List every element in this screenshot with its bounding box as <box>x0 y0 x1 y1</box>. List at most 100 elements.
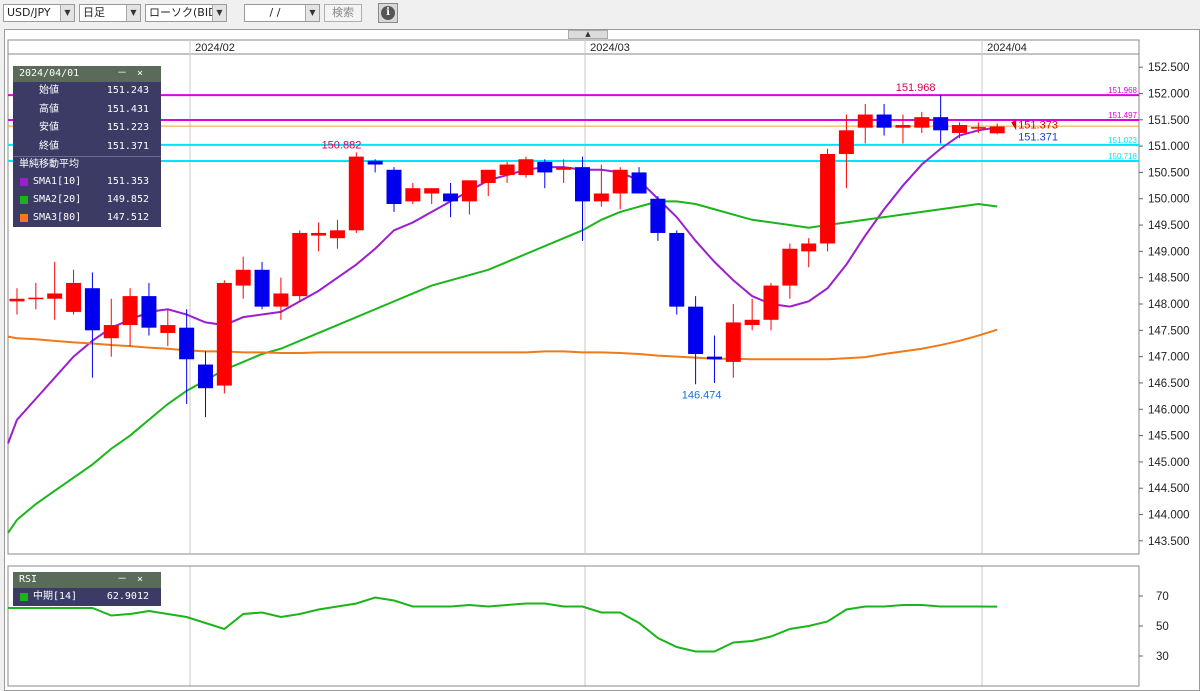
candle-body <box>84 288 100 331</box>
candle-body <box>537 161 553 173</box>
chevron-up-icon: ▲ <box>585 30 591 38</box>
rsi-row: 中期[14] 62.9012 <box>13 588 161 606</box>
currency-pair-select[interactable]: USD/JPY ▼ <box>3 4 75 22</box>
info-button[interactable]: i <box>378 3 398 23</box>
price-level-label: 150.718 <box>1108 152 1137 161</box>
sma-row-1: SMA1[10] 151.353 <box>13 173 161 191</box>
last-price-red-label: 151.373 <box>1018 119 1058 131</box>
sma-value: 147.512 <box>106 212 149 223</box>
ohlc-panel-header[interactable]: 2024/04/01 －× <box>13 66 161 82</box>
candle-body <box>311 232 327 236</box>
collapse-toggle[interactable]: ▲ <box>568 30 608 39</box>
candle-body <box>744 319 760 326</box>
candle-body <box>179 327 195 360</box>
candle-body <box>970 127 986 129</box>
rsi-y-tick-label: 50 <box>1156 621 1169 633</box>
candle-body <box>820 154 836 244</box>
candle-body <box>575 167 590 202</box>
ohlc-row-open: 始値 151.243 <box>13 82 161 101</box>
date-input[interactable]: / / ▼ <box>244 4 320 22</box>
rsi-value: 62.9012 <box>106 591 149 602</box>
rsi-plot-border <box>7 565 1140 687</box>
y-tick-label: 143.500 <box>1148 536 1190 548</box>
ohlc-value: 151.243 <box>106 85 149 96</box>
candle-body <box>424 188 440 194</box>
chevron-down-icon[interactable]: ▼ <box>126 5 140 21</box>
last-price-marker <box>1011 119 1017 131</box>
ohlc-label: 安値 <box>39 122 59 133</box>
price-level-label: 151.497 <box>1108 111 1137 120</box>
candle-body <box>216 282 232 386</box>
minimize-icon[interactable]: － <box>116 68 137 79</box>
sma-line <box>7 335 18 340</box>
ohlc-label: 始値 <box>39 85 59 96</box>
candle-body <box>499 164 515 176</box>
chevron-down-icon[interactable]: ▼ <box>212 5 226 21</box>
toolbar: USD/JPY ▼ 日足 ▼ ローソク(BID) ▼ / / ▼ 検索 i <box>0 0 1200 28</box>
candle-body <box>556 167 572 170</box>
candle-body <box>273 293 289 307</box>
timeframe-select[interactable]: 日足 ▼ <box>79 4 141 22</box>
ohlc-value: 151.223 <box>106 122 149 133</box>
sma-label: SMA1[10] <box>33 176 82 187</box>
y-tick-label: 147.000 <box>1148 352 1190 364</box>
ohlc-label: 高値 <box>39 103 59 115</box>
x-tick-label: 2024/03 <box>590 42 630 54</box>
candle-body <box>876 114 892 128</box>
chart-kind-value: ローソク(BID) <box>149 6 221 19</box>
candle-body <box>443 193 459 202</box>
candle-body <box>28 297 44 300</box>
ohlc-label: 終値 <box>39 140 59 152</box>
ohlc-value: 151.371 <box>106 140 149 152</box>
ohlc-panel[interactable]: 2024/04/01 －× 始値 151.243 高値 151.431 安値 151.… <box>13 66 161 227</box>
sma-row-2: SMA2[20] 149.852 <box>13 191 161 209</box>
close-icon[interactable]: × <box>136 68 153 79</box>
rsi-y-tick-label: 70 <box>1156 591 1169 603</box>
y-tick-label: 152.500 <box>1148 62 1190 74</box>
timeframe-value: 日足 <box>83 6 105 19</box>
candle-body <box>763 285 779 320</box>
sma1-swatch <box>20 178 28 186</box>
rsi-line <box>8 596 998 653</box>
y-tick-label: 147.500 <box>1148 325 1190 337</box>
sma-row-3: SMA3[80] 147.512 <box>13 209 161 227</box>
rsi-title: RSI <box>19 574 38 585</box>
candle-body <box>782 248 798 286</box>
candle-body <box>989 126 1005 134</box>
y-tick-label: 144.500 <box>1148 483 1190 495</box>
y-tick-label: 146.500 <box>1148 378 1190 390</box>
y-tick-label: 152.000 <box>1148 88 1190 100</box>
candle-body <box>47 293 63 299</box>
ohlc-row-low: 安値 151.223 <box>13 119 161 138</box>
chart-kind-select[interactable]: ローソク(BID) ▼ <box>145 4 227 22</box>
sma-line <box>7 419 18 444</box>
y-tick-label: 150.500 <box>1148 167 1190 179</box>
search-button[interactable]: 検索 <box>324 4 362 22</box>
sma-value: 149.852 <box>106 194 149 205</box>
chevron-down-icon[interactable]: ▼ <box>305 5 319 21</box>
candle-body <box>650 198 666 233</box>
currency-pair-value: USD/JPY <box>7 6 51 19</box>
rsi-panel[interactable]: RSI －× 中期[14] 62.9012 <box>13 572 161 606</box>
y-tick-label: 146.000 <box>1148 404 1190 416</box>
close-icon[interactable]: × <box>136 574 153 585</box>
candle-body <box>141 296 157 328</box>
sma-line <box>16 200 998 521</box>
candle-body <box>914 117 930 128</box>
rsi-label: 中期[14] <box>33 591 78 602</box>
candle-body <box>9 298 25 302</box>
rsi-panel-header[interactable]: RSI －× <box>13 572 161 588</box>
x-tick-label: 2024/04 <box>987 42 1027 54</box>
price-level-label: 151.023 <box>1108 136 1137 145</box>
chevron-down-icon[interactable]: ▼ <box>60 5 74 21</box>
sma-title: 単純移動平均 <box>19 159 79 170</box>
candle-body <box>631 172 647 194</box>
sma2-swatch <box>20 196 28 204</box>
y-tick-label: 151.000 <box>1148 141 1190 153</box>
x-tick-label: 2024/02 <box>195 42 235 54</box>
sma-panel-header[interactable]: 単純移動平均 <box>13 156 161 173</box>
minimize-icon[interactable]: － <box>116 574 137 585</box>
candle-body <box>66 282 82 312</box>
candle-body <box>160 325 176 333</box>
